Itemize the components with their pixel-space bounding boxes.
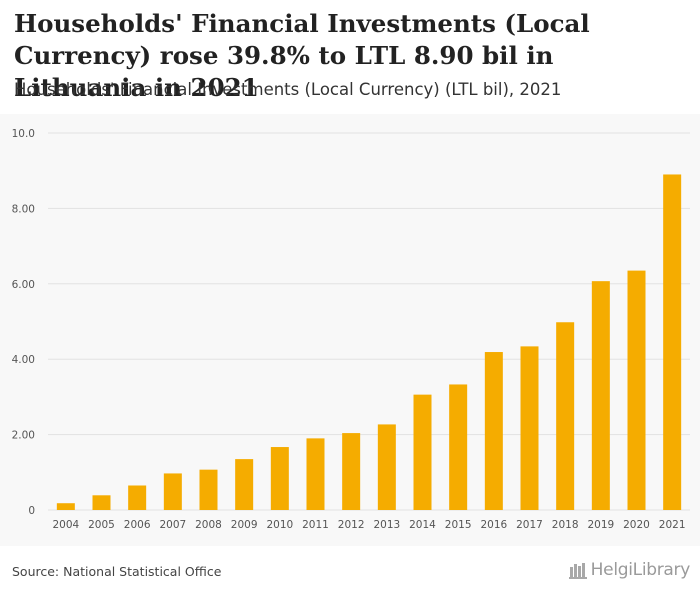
bar-2008 bbox=[199, 469, 218, 510]
y-axis-ticks: 0 2.00 4.00 6.00 8.00 10.0 bbox=[12, 128, 35, 517]
y-tick-label: 8.00 bbox=[12, 203, 35, 215]
brand-logo: HelgiLibrary bbox=[568, 560, 691, 580]
x-tick-label: 2013 bbox=[373, 519, 400, 531]
bar-2014 bbox=[413, 394, 432, 510]
x-tick-label: 2016 bbox=[480, 519, 507, 531]
y-tick-label: 2.00 bbox=[12, 430, 35, 442]
x-tick-label: 2007 bbox=[159, 519, 186, 531]
bar-2018 bbox=[556, 322, 575, 510]
x-tick-label: 2014 bbox=[409, 519, 436, 531]
x-tick-label: 2020 bbox=[623, 519, 650, 531]
grid-lines bbox=[48, 132, 690, 511]
x-tick-label: 2005 bbox=[88, 519, 115, 531]
y-tick-label: 10.0 bbox=[12, 128, 35, 140]
x-tick-label: 2012 bbox=[338, 519, 365, 531]
bar-2021 bbox=[663, 174, 682, 510]
source-note: Source: National Statistical Office bbox=[12, 564, 222, 579]
x-tick-label: 2015 bbox=[445, 519, 472, 531]
bar-2012 bbox=[342, 433, 361, 510]
x-tick-label: 2021 bbox=[659, 519, 686, 531]
x-tick-label: 2018 bbox=[552, 519, 579, 531]
bar-2007 bbox=[163, 473, 182, 510]
x-tick-label: 2006 bbox=[124, 519, 151, 531]
y-tick-label: 0 bbox=[28, 505, 35, 517]
x-tick-label: 2008 bbox=[195, 519, 222, 531]
y-tick-label: 6.00 bbox=[12, 279, 35, 291]
chart-title: Households' Financial Investments (Local… bbox=[14, 9, 590, 102]
x-tick-label: 2009 bbox=[231, 519, 258, 531]
library-icon bbox=[568, 563, 587, 579]
x-tick-label: 2010 bbox=[266, 519, 293, 531]
bar-2019 bbox=[591, 281, 610, 510]
bar-2010 bbox=[270, 447, 289, 510]
y-tick-label: 4.00 bbox=[12, 354, 35, 366]
brand-name: HelgiLibrary bbox=[590, 560, 691, 580]
bar-2013 bbox=[377, 424, 396, 510]
x-tick-label: 2019 bbox=[587, 519, 614, 531]
bar-2020 bbox=[627, 270, 646, 510]
chart-subtitle: Households' Financial Investments (Local… bbox=[14, 80, 562, 99]
x-tick-label: 2017 bbox=[516, 519, 543, 531]
bar-2004 bbox=[56, 503, 75, 510]
bar-2011 bbox=[306, 438, 325, 510]
bars bbox=[56, 174, 682, 510]
bar-2005 bbox=[92, 495, 111, 510]
bar-2006 bbox=[128, 485, 147, 510]
bar-2016 bbox=[484, 352, 503, 510]
bar-2017 bbox=[520, 346, 539, 510]
x-tick-label: 2011 bbox=[302, 519, 329, 531]
bar-2009 bbox=[235, 459, 254, 510]
x-axis-ticks: 2004 2005 2006 2007 2008 2009 2010 2011 2012 2013… bbox=[52, 519, 685, 531]
x-tick-label: 2004 bbox=[52, 519, 79, 531]
bar-2015 bbox=[449, 384, 468, 510]
